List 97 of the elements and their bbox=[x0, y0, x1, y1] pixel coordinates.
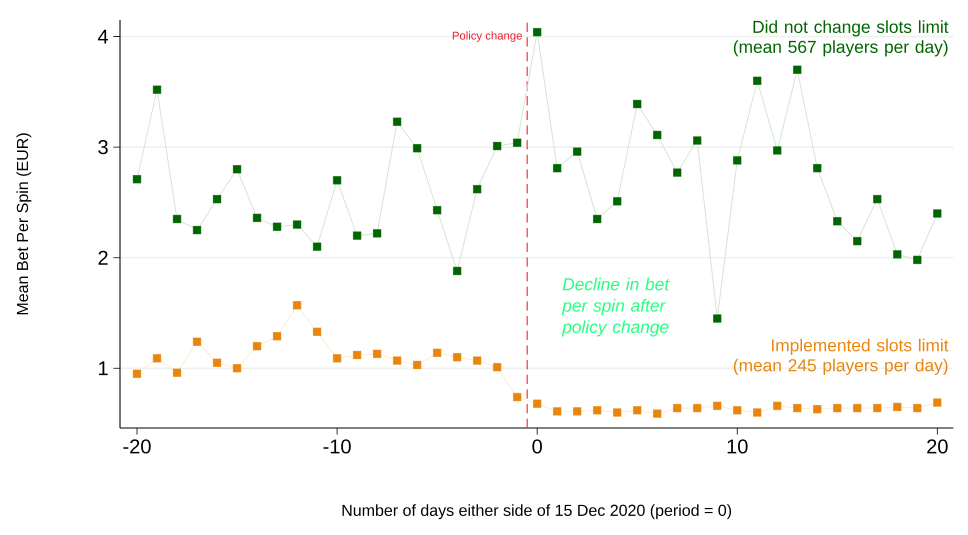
point bbox=[572, 148, 582, 156]
annotation: Decline in bet per spin after policy change bbox=[562, 278, 670, 337]
point bbox=[252, 342, 262, 351]
point bbox=[853, 237, 862, 246]
point bbox=[793, 66, 802, 74]
point bbox=[452, 266, 462, 276]
point bbox=[272, 222, 282, 232]
x-tick-label: -10 bbox=[324, 440, 351, 454]
point bbox=[773, 402, 782, 410]
point bbox=[933, 398, 942, 407]
point bbox=[853, 404, 862, 412]
point bbox=[152, 354, 162, 363]
point bbox=[592, 406, 602, 415]
point bbox=[472, 356, 482, 365]
point bbox=[633, 100, 642, 108]
point bbox=[773, 146, 782, 155]
point bbox=[753, 76, 762, 86]
point bbox=[613, 197, 622, 206]
point bbox=[653, 130, 662, 140]
point bbox=[512, 138, 522, 148]
point bbox=[813, 164, 822, 173]
point bbox=[633, 406, 642, 415]
point bbox=[873, 404, 882, 412]
point bbox=[913, 404, 922, 412]
point bbox=[332, 354, 342, 363]
point bbox=[432, 206, 442, 215]
point bbox=[312, 242, 322, 252]
point bbox=[492, 363, 502, 372]
point bbox=[693, 404, 702, 412]
y-tick-label: 2 bbox=[98, 250, 108, 265]
point bbox=[392, 118, 402, 126]
point bbox=[512, 393, 522, 402]
point bbox=[893, 402, 902, 412]
ref-line-label: Policy change bbox=[452, 31, 522, 42]
point bbox=[272, 332, 282, 341]
point bbox=[432, 348, 442, 358]
point bbox=[332, 176, 342, 185]
point bbox=[753, 408, 762, 417]
point bbox=[152, 86, 162, 94]
point bbox=[733, 156, 742, 165]
point bbox=[232, 364, 242, 373]
point bbox=[913, 256, 922, 264]
point bbox=[172, 368, 182, 378]
point bbox=[392, 356, 402, 365]
point bbox=[372, 229, 382, 238]
point bbox=[793, 404, 802, 412]
point bbox=[412, 360, 422, 370]
point bbox=[472, 185, 482, 194]
x-tick-label: 0 bbox=[532, 440, 542, 454]
point bbox=[733, 406, 742, 415]
point bbox=[312, 328, 322, 336]
point bbox=[713, 402, 722, 410]
point bbox=[532, 28, 542, 37]
point bbox=[172, 214, 182, 224]
point bbox=[252, 214, 262, 222]
point bbox=[212, 195, 222, 204]
point bbox=[813, 405, 822, 414]
point bbox=[232, 165, 242, 174]
point bbox=[873, 195, 882, 204]
point bbox=[653, 410, 662, 418]
y-tick-label: 3 bbox=[98, 140, 108, 154]
point bbox=[833, 404, 842, 412]
x-tick-label: 20 bbox=[927, 440, 948, 454]
point bbox=[933, 209, 942, 218]
point bbox=[673, 168, 682, 177]
y-tick-label: 1 bbox=[99, 362, 108, 376]
point bbox=[212, 358, 222, 368]
point bbox=[352, 232, 362, 240]
point bbox=[592, 214, 602, 224]
x-axis-title: Number of days either side of 15 Dec 2020 (period = 0) bbox=[342, 504, 732, 520]
series-label: Did not change slots limit (mean 567 players per day) bbox=[734, 20, 948, 57]
point bbox=[132, 175, 142, 184]
point bbox=[352, 350, 362, 360]
point bbox=[132, 370, 142, 378]
point bbox=[532, 400, 542, 408]
point bbox=[192, 338, 202, 346]
x-tick-label: -20 bbox=[123, 440, 151, 454]
point bbox=[292, 220, 302, 229]
series-label: Implemented slots limit (mean 245 players per day) bbox=[734, 338, 948, 376]
point bbox=[552, 164, 562, 173]
point bbox=[893, 250, 902, 259]
point bbox=[412, 144, 422, 153]
point bbox=[192, 226, 202, 234]
y-axis-title: Mean Bet Per Spin (EUR) bbox=[16, 134, 32, 314]
point bbox=[833, 217, 842, 226]
point bbox=[572, 407, 582, 416]
point bbox=[292, 301, 302, 310]
point bbox=[613, 408, 622, 417]
point bbox=[693, 136, 702, 145]
point bbox=[372, 350, 382, 358]
point bbox=[552, 407, 562, 416]
x-tick-label: 10 bbox=[728, 440, 748, 454]
point bbox=[713, 314, 722, 323]
point bbox=[492, 142, 502, 150]
point bbox=[673, 404, 682, 412]
y-tick-label: 4 bbox=[98, 30, 108, 44]
point bbox=[452, 353, 462, 362]
